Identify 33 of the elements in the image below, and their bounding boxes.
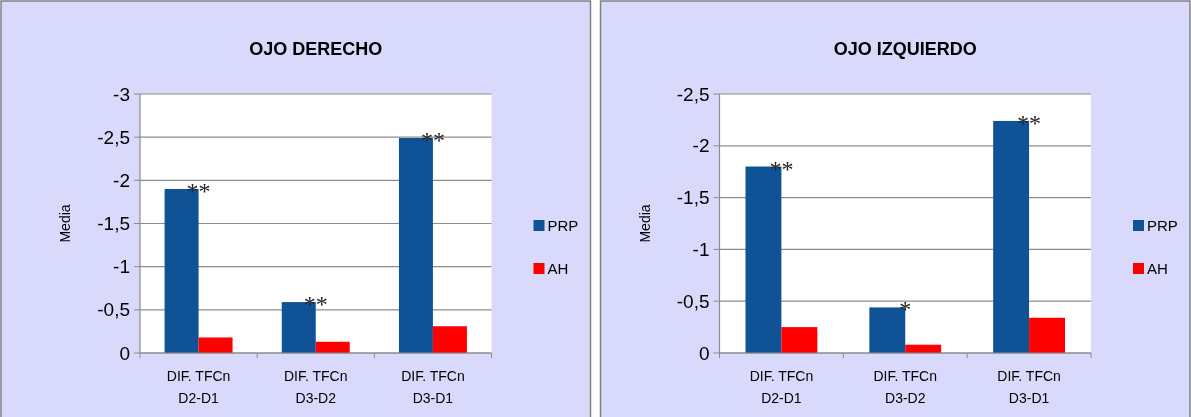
y-tick-label: 0 <box>119 342 130 364</box>
x-tick-label: DIF. TFCn D3-D1 <box>401 368 465 406</box>
annotation: * <box>899 296 912 323</box>
x-tick-label: DIF. TFCn D3-D2 <box>283 368 348 406</box>
x-tick-label: DIF. TFCn D3-D2 <box>873 368 938 406</box>
legend-label: PRP <box>547 217 579 235</box>
y-tick-label: -2 <box>113 169 130 191</box>
legend-label: AH <box>1147 260 1168 278</box>
x-tick-label: DIF. TFCn D2-D1 <box>166 368 231 406</box>
y-axis-title: Media <box>636 204 653 243</box>
legend-label: PRP <box>1147 217 1178 235</box>
annotation: ** <box>420 127 445 154</box>
annotation: ** <box>769 155 794 182</box>
y-tick-label: -0,5 <box>676 290 710 312</box>
y-tick-label: -0,5 <box>97 299 130 321</box>
y-tick-label: -1,5 <box>676 187 710 209</box>
chart-title: OJO IZQUIERDO <box>833 39 977 59</box>
y-tick-label: -2,5 <box>676 83 710 105</box>
y-tick-label: -2 <box>692 135 710 157</box>
y-tick-label: -1,5 <box>97 213 130 235</box>
annotation: ** <box>1017 109 1042 136</box>
annotation: ** <box>186 177 211 204</box>
legend-label: AH <box>547 260 569 278</box>
y-tick-label: 0 <box>698 342 710 364</box>
chart-title: OJO DERECHO <box>249 39 383 59</box>
annotation: ** <box>303 291 328 318</box>
y-tick-label: -1 <box>692 239 710 261</box>
x-tick-label: DIF. TFCn D3-D1 <box>997 368 1061 406</box>
y-tick-label: -1 <box>113 256 130 278</box>
y-tick-label: -3 <box>113 83 130 105</box>
y-axis-title: Media <box>57 204 73 243</box>
y-tick-label: -2,5 <box>97 126 130 148</box>
x-tick-label: DIF. TFCn D2-D1 <box>749 368 814 406</box>
